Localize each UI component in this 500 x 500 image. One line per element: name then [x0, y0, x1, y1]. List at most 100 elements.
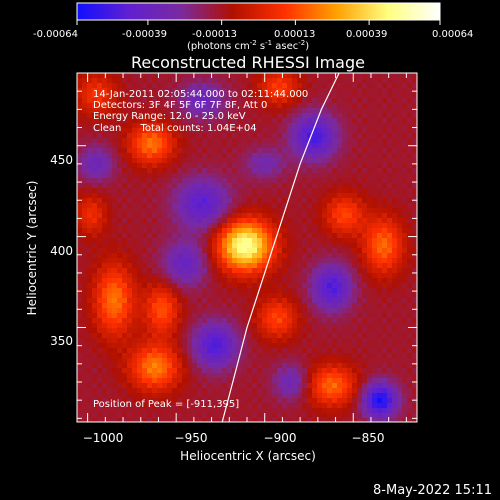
heatmap-cell [337, 258, 343, 264]
heatmap-cell [162, 83, 168, 89]
heatmap-cell [362, 73, 368, 79]
heatmap-cell [267, 403, 273, 409]
heatmap-cell [202, 258, 208, 264]
heatmap-cell [382, 408, 388, 414]
heatmap-cell [332, 103, 338, 109]
heatmap-cell [177, 223, 183, 229]
heatmap-cell [167, 338, 173, 344]
heatmap-cell [182, 418, 188, 422]
heatmap-cell [322, 183, 328, 189]
heatmap-cell [352, 233, 358, 239]
heatmap-cell [117, 278, 123, 284]
heatmap-cell [307, 213, 313, 219]
heatmap-cell [302, 163, 308, 169]
heatmap-cell [192, 328, 198, 334]
heatmap-cell [397, 383, 403, 389]
heatmap-cell [107, 103, 113, 109]
heatmap-cell [127, 273, 133, 279]
heatmap-cell [342, 263, 348, 269]
heatmap-cell [347, 198, 353, 204]
heatmap-cell [172, 208, 178, 214]
heatmap-cell [242, 313, 248, 319]
heatmap-cell [267, 213, 273, 219]
heatmap-cell [332, 163, 338, 169]
heatmap-cell [257, 173, 263, 179]
heatmap-cell [232, 413, 238, 419]
heatmap-cell [257, 333, 263, 339]
heatmap-cell [87, 238, 93, 244]
heatmap-cell [272, 418, 278, 422]
heatmap-cell [112, 263, 118, 269]
heatmap-cell [297, 343, 303, 349]
heatmap-cell [337, 363, 343, 369]
heatmap-cell [252, 408, 258, 414]
heatmap-cell [182, 363, 188, 369]
heatmap-cell [322, 193, 328, 199]
heatmap-cell [227, 373, 233, 379]
heatmap-cell [247, 328, 253, 334]
heatmap-cell [202, 298, 208, 304]
heatmap-cell [127, 153, 133, 159]
heatmap-cell [387, 143, 393, 149]
heatmap-cell [97, 303, 103, 309]
heatmap-cell [137, 183, 143, 189]
heatmap-cell [182, 343, 188, 349]
heatmap-cell [382, 253, 388, 259]
heatmap-cell [107, 338, 113, 344]
heatmap-cell [182, 158, 188, 164]
heatmap-cell [107, 248, 113, 254]
heatmap-cell [87, 343, 93, 349]
heatmap-cell [252, 253, 258, 259]
heatmap-cell [202, 343, 208, 349]
heatmap-cell [297, 158, 303, 164]
heatmap-cell [132, 298, 138, 304]
heatmap-cell [112, 208, 118, 214]
heatmap-cell [292, 118, 298, 124]
heatmap-cell [212, 83, 218, 89]
heatmap-cell [322, 348, 328, 354]
heatmap-cell [402, 288, 408, 294]
heatmap-cell [257, 93, 263, 99]
heatmap-cell [412, 248, 417, 254]
heatmap-cell [217, 108, 223, 114]
heatmap-cell [352, 153, 358, 159]
heatmap-cell [327, 213, 333, 219]
heatmap-cell [92, 268, 98, 274]
heatmap-cell [187, 118, 193, 124]
heatmap-cell [407, 183, 413, 189]
heatmap-cell [267, 98, 273, 104]
heatmap-cell [402, 168, 408, 174]
heatmap-cell [102, 323, 108, 329]
heatmap-cell [372, 73, 378, 79]
heatmap-cell [312, 373, 318, 379]
heatmap-cell [392, 78, 398, 84]
heatmap-cell [142, 198, 148, 204]
heatmap-cell [252, 358, 258, 364]
heatmap-cell [172, 363, 178, 369]
heatmap-cell [352, 218, 358, 224]
heatmap-cell [132, 188, 138, 194]
heatmap-cell [107, 178, 113, 184]
heatmap-cell [337, 208, 343, 214]
heatmap-cell [262, 263, 268, 269]
heatmap-cell [162, 288, 168, 294]
heatmap-cell [287, 148, 293, 154]
heatmap-cell [407, 213, 413, 219]
heatmap-cell [127, 193, 133, 199]
axis-ticks [77, 72, 417, 422]
heatmap-cell [362, 383, 368, 389]
heatmap-cell [407, 203, 413, 209]
heatmap-cell [157, 183, 163, 189]
heatmap-cell [282, 298, 288, 304]
heatmap-cell [142, 133, 148, 139]
heatmap-cell [127, 378, 133, 384]
heatmap-cell [107, 223, 113, 229]
heatmap-cell [297, 263, 303, 269]
heatmap-cell [137, 288, 143, 294]
heatmap-cell [217, 383, 223, 389]
heatmap-cell [267, 238, 273, 244]
heatmap-cell [287, 403, 293, 409]
heatmap-cell [367, 118, 373, 124]
heatmap-cell [252, 398, 258, 404]
heatmap-cell [127, 263, 133, 269]
